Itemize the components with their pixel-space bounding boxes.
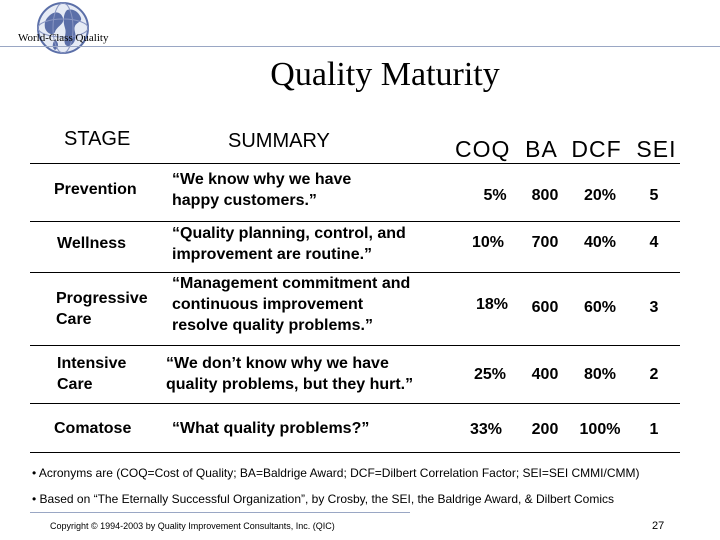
row-divider <box>30 272 680 273</box>
stage-label: Wellness <box>57 235 127 252</box>
ba-value: 800 <box>531 187 559 204</box>
coq-value: 5% <box>483 187 507 204</box>
column-header-metrics: COQ BA DCF SEI <box>455 136 677 162</box>
ba-value: 600 <box>531 299 559 316</box>
sei-value: 3 <box>649 299 659 316</box>
stage-label: Intensive Care <box>57 355 127 393</box>
dcf-value: 40% <box>583 234 617 251</box>
row-divider <box>30 403 680 404</box>
sei-value: 2 <box>649 366 659 383</box>
stage-label: Comatose <box>54 420 132 437</box>
stage-label: Progressive Care <box>56 290 148 328</box>
summary-quote: “We don’t know why we have quality proble… <box>166 355 414 393</box>
summary-quote: “We know why we have happy customers.” <box>172 171 352 209</box>
dcf-value: 60% <box>583 299 617 316</box>
row-divider <box>30 221 680 222</box>
note-sources: • Based on “The Eternally Successful Org… <box>32 492 615 506</box>
ba-value: 700 <box>531 234 559 251</box>
page-title: Quality Maturity <box>270 56 500 93</box>
row-divider <box>30 163 680 164</box>
sei-value: 4 <box>649 234 659 251</box>
coq-value: 25% <box>473 366 507 383</box>
footer-rule <box>30 512 410 513</box>
summary-quote: “What quality problems?” <box>172 420 370 437</box>
coq-value: 33% <box>469 421 503 438</box>
summary-quote: “Management commitment and continuous imp… <box>172 275 411 334</box>
column-header-stage: STAGE <box>64 128 131 150</box>
dcf-value: 20% <box>583 187 617 204</box>
dcf-value: 80% <box>583 366 617 383</box>
globe-icon <box>37 2 89 54</box>
ba-value: 400 <box>531 366 559 383</box>
coq-value: 18% <box>475 296 509 313</box>
column-header-summary: SUMMARY <box>228 130 330 152</box>
sei-value: 5 <box>649 187 659 204</box>
dcf-value: 100% <box>579 421 621 438</box>
row-divider <box>30 345 680 346</box>
sei-value: 1 <box>649 421 659 438</box>
summary-quote: “Quality planning, control, and improveme… <box>172 225 406 263</box>
header-rule <box>0 46 720 47</box>
page-number: 27 <box>652 520 665 532</box>
note-acronyms: • Acronyms are (COQ=Cost of Quality; BA=… <box>32 466 640 480</box>
ba-value: 200 <box>531 421 559 438</box>
stage-label: Prevention <box>54 181 137 198</box>
copyright-text: Copyright © 1994-2003 by Quality Improve… <box>50 521 335 531</box>
coq-value: 10% <box>471 234 505 251</box>
brand-label: World-Class Quality <box>18 32 109 44</box>
row-divider <box>30 452 680 453</box>
